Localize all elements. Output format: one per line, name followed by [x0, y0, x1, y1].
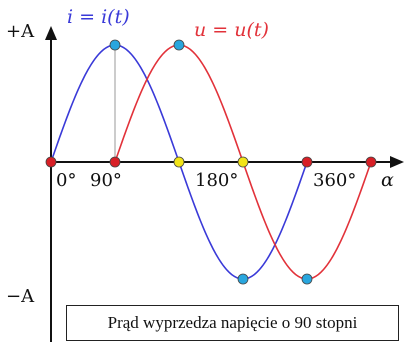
current-label: i = i(t): [67, 6, 130, 28]
key-points: [45, 39, 377, 285]
peak-dot-current: [109, 39, 121, 51]
trough-dot-voltage: [301, 273, 313, 285]
zero-dot-0: [45, 156, 57, 168]
zero-dot-90: [109, 156, 121, 168]
caption-text: Prąd wyprzedza napięcie o 90 stopni: [107, 313, 358, 332]
crossing-dot-180: [173, 156, 185, 168]
caption-box: Prąd wyprzedza napięcie o 90 stopni: [66, 305, 399, 341]
x-axis-arrow-icon: [390, 156, 404, 168]
peak-dot-voltage: [173, 39, 185, 51]
tick-label-360: 360°: [313, 170, 356, 191]
tick-label-180: 180°: [195, 170, 238, 191]
y-axis-arrow-icon: [45, 26, 57, 40]
y-bottom-label: −A: [6, 286, 35, 307]
zero-dot-360: [301, 156, 313, 168]
trough-dot-current: [237, 273, 249, 285]
y-top-label: +A: [6, 21, 35, 42]
voltage-label: u = u(t): [194, 19, 269, 41]
crossing-dot-270: [237, 156, 249, 168]
tick-label-0: 0°: [56, 170, 76, 191]
tick-label-90: 90°: [90, 170, 122, 191]
zero-dot-450: [365, 156, 377, 168]
x-axis-label: α: [381, 169, 394, 191]
